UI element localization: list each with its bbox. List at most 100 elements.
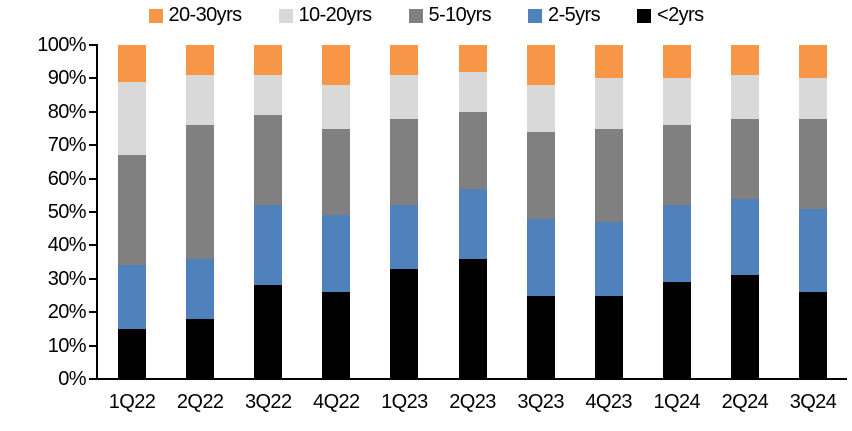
bar-segment-4q22-10-20yrs bbox=[322, 85, 351, 129]
y-axis-tick bbox=[89, 110, 97, 113]
y-axis-tick-label: 50% bbox=[47, 201, 87, 223]
bar-segment-4q22-2-5yrs bbox=[322, 215, 351, 293]
bar-segment-3q22-2yrs bbox=[254, 285, 283, 379]
y-axis-tick-label: 80% bbox=[47, 100, 87, 123]
y-axis-tick bbox=[89, 44, 97, 46]
x-axis-tick-label: 4Q22 bbox=[313, 391, 360, 413]
bar-segment-4q22-2yrs bbox=[322, 292, 351, 379]
bar-segment-1q24-10-20yrs bbox=[662, 78, 691, 126]
bar-segment-2q23-2yrs bbox=[458, 258, 487, 379]
bar-segment-3q22-10-20yrs bbox=[254, 75, 283, 116]
y-axis-tick-label: 30% bbox=[47, 267, 87, 290]
legend-label: 2-5yrs bbox=[548, 4, 601, 26]
bar-segment-4q23-20-30yrs bbox=[594, 45, 623, 79]
legend-item-5-10yrs: 5-10yrs bbox=[408, 4, 492, 27]
bar-segment-2q24-2yrs bbox=[730, 275, 759, 379]
bar-segment-1q23-2-5yrs bbox=[390, 205, 419, 269]
legend-label: <2yrs bbox=[657, 4, 704, 26]
bar-4q22 bbox=[322, 45, 351, 379]
y-axis-tick bbox=[89, 244, 97, 247]
bar-segment-1q23-10-20yrs bbox=[390, 75, 419, 119]
bar-segment-3q23-2-5yrs bbox=[526, 218, 555, 296]
bar-segment-1q23-2yrs bbox=[390, 268, 419, 379]
y-axis-tick-label: 40% bbox=[47, 234, 87, 257]
bar-segment-3q24-20-30yrs bbox=[798, 45, 827, 79]
bar-segment-1q24-2yrs bbox=[662, 282, 691, 379]
legend-item-2-5yrs: 2-5yrs bbox=[528, 4, 601, 27]
bar-segment-4q23-5-10yrs bbox=[594, 128, 623, 223]
bar-segment-4q22-20-30yrs bbox=[322, 45, 351, 86]
bar-segment-3q23-10-20yrs bbox=[526, 85, 555, 132]
bar-segment-3q22-20-30yrs bbox=[254, 45, 283, 76]
bar-segment-3q23-20-30yrs bbox=[526, 45, 555, 86]
y-axis-tick bbox=[89, 344, 97, 347]
bar-segment-3q24-2yrs bbox=[798, 292, 827, 379]
y-axis-tick bbox=[89, 378, 97, 380]
y-axis-tick bbox=[89, 311, 97, 314]
chart-legend: 20-30yrs 10-20yrs 5-10yrs 2-5yrs <2yrs bbox=[0, 4, 852, 27]
bar-2q24 bbox=[730, 45, 759, 379]
bar-segment-2q22-20-30yrs bbox=[186, 45, 215, 76]
legend-label: 20-30yrs bbox=[168, 4, 243, 26]
y-axis-line bbox=[96, 44, 98, 380]
bar-segment-2q24-10-20yrs bbox=[730, 75, 759, 119]
bar-segment-3q23-5-10yrs bbox=[526, 131, 555, 219]
y-axis-tick bbox=[89, 77, 97, 80]
bar-segment-2q22-2yrs bbox=[186, 318, 215, 379]
bar-segment-1q22-2yrs bbox=[118, 328, 147, 379]
x-axis-tick-label: 3Q22 bbox=[244, 391, 292, 413]
legend-item-20-30yrs: 20-30yrs bbox=[148, 4, 243, 27]
bar-segment-3q22-5-10yrs bbox=[254, 115, 283, 206]
bar-1q22 bbox=[118, 45, 147, 379]
bar-segment-3q24-5-10yrs bbox=[798, 118, 827, 209]
bar-segment-3q22-2-5yrs bbox=[254, 205, 283, 286]
bar-3q24 bbox=[798, 45, 827, 379]
bar-segment-1q24-5-10yrs bbox=[662, 125, 691, 206]
bar-segment-2q23-2-5yrs bbox=[458, 188, 487, 259]
y-axis-tick-label: 0% bbox=[58, 368, 86, 390]
legend-swatch-icon bbox=[637, 8, 652, 23]
bar-segment-2q24-5-10yrs bbox=[730, 118, 759, 199]
y-axis-tick-label: 90% bbox=[47, 67, 87, 90]
legend-swatch-icon bbox=[408, 8, 423, 23]
bar-segment-4q23-2-5yrs bbox=[594, 222, 623, 296]
bar-4q23 bbox=[594, 45, 623, 379]
y-axis-tick-label: 60% bbox=[47, 167, 87, 190]
y-axis-tick-label: 70% bbox=[47, 134, 87, 157]
y-axis-tick bbox=[89, 144, 97, 147]
bar-segment-2q23-5-10yrs bbox=[458, 111, 487, 189]
bar-segment-1q24-20-30yrs bbox=[662, 45, 691, 79]
bar-segment-1q23-20-30yrs bbox=[390, 45, 419, 76]
y-axis-tick-label: 10% bbox=[47, 334, 87, 357]
bar-segment-1q22-2-5yrs bbox=[118, 265, 147, 329]
legend-item-10-20yrs: 10-20yrs bbox=[278, 4, 372, 27]
legend-swatch-icon bbox=[278, 8, 293, 23]
bar-2q23 bbox=[458, 45, 487, 379]
bar-1q23 bbox=[390, 45, 419, 379]
bar-segment-3q24-2-5yrs bbox=[798, 208, 827, 293]
bar-segment-2q23-10-20yrs bbox=[458, 71, 487, 112]
y-axis-tick bbox=[89, 211, 97, 213]
x-axis-tick-label: 3Q24 bbox=[789, 391, 837, 413]
bar-segment-2q24-20-30yrs bbox=[730, 45, 759, 76]
y-axis-tick bbox=[89, 277, 97, 280]
bar-segment-4q22-5-10yrs bbox=[322, 128, 351, 216]
legend-swatch-icon bbox=[148, 8, 163, 23]
bar-segment-1q23-5-10yrs bbox=[390, 118, 419, 206]
bar-2q22 bbox=[186, 45, 215, 379]
y-axis-tick-label: 100% bbox=[37, 34, 86, 56]
bar-segment-3q24-10-20yrs bbox=[798, 78, 827, 119]
bar-segment-3q23-2yrs bbox=[526, 295, 555, 379]
x-axis-tick-label: 3Q23 bbox=[517, 391, 564, 413]
x-axis-tick-label: 1Q24 bbox=[653, 391, 701, 413]
bar-3q23 bbox=[526, 45, 555, 379]
y-axis-tick bbox=[89, 177, 97, 180]
y-axis-tick-label: 20% bbox=[47, 301, 87, 324]
bar-segment-4q23-10-20yrs bbox=[594, 78, 623, 129]
bar-segment-2q22-10-20yrs bbox=[186, 75, 215, 126]
bar-segment-1q24-2-5yrs bbox=[662, 205, 691, 283]
bar-segment-2q24-2-5yrs bbox=[730, 198, 759, 276]
bar-1q24 bbox=[662, 45, 691, 379]
x-axis-tick-label: 2Q22 bbox=[176, 391, 224, 413]
x-axis-tick-label: 2Q23 bbox=[449, 391, 496, 413]
